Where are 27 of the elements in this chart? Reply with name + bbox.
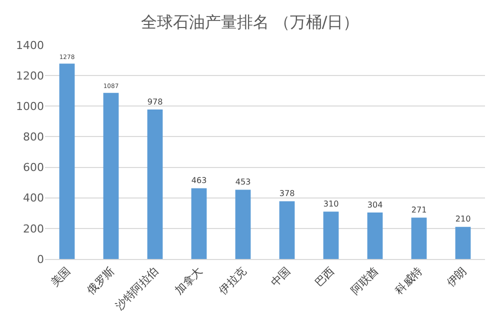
y-tick-label: 0: [37, 252, 44, 266]
bar: [59, 64, 75, 259]
x-tick-label: 中国: [268, 264, 294, 290]
y-tick-label: 1200: [16, 69, 44, 82]
x-tick-label: 科威特: [392, 264, 426, 298]
bar: [191, 188, 207, 259]
x-tick-label: 伊朗: [444, 264, 470, 290]
x-tick-label: 阿联酋: [348, 264, 382, 298]
bar: [235, 190, 251, 259]
x-tick-label: 加拿大: [172, 264, 206, 298]
x-tick-label: 巴西: [312, 264, 338, 290]
bar: [147, 110, 163, 259]
y-tick-label: 1000: [16, 100, 44, 113]
x-tick-label: 伊拉克: [216, 264, 250, 298]
y-tick-label: 600: [23, 161, 44, 174]
y-tick-label: 1400: [16, 38, 44, 52]
bar: [367, 212, 383, 259]
x-tick-label: 美国: [48, 264, 74, 290]
bar: [279, 201, 295, 259]
bar: [103, 92, 119, 259]
y-tick-label: 800: [23, 130, 44, 144]
bar: [323, 212, 339, 259]
bar: [411, 218, 427, 259]
bar: [455, 226, 471, 259]
y-tick-label: 200: [23, 222, 44, 236]
y-tick-label: 400: [23, 192, 44, 205]
chart-title: 全球石油产量排名 （万桶/日）: [140, 12, 360, 32]
